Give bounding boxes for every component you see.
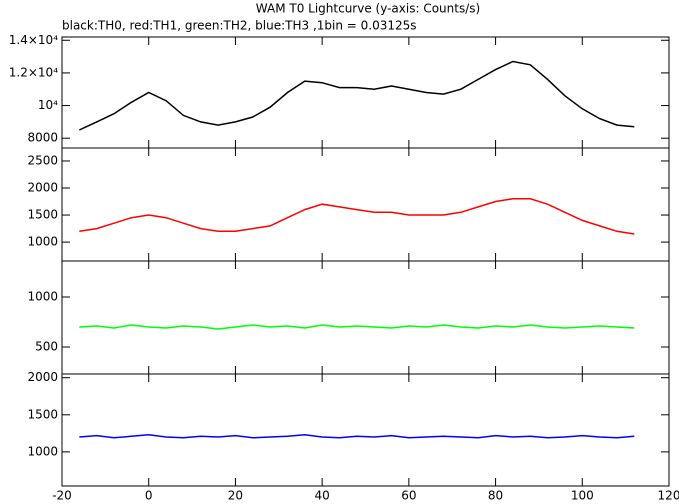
y-tick-label: 2000 — [27, 370, 58, 384]
y-tick-label: 1000 — [27, 290, 58, 304]
chart-subtitle: black:TH0, red:TH1, green:TH2, blue:TH3 … — [62, 19, 417, 33]
y-tick-label: 10⁴ — [38, 98, 58, 112]
x-tick-label: 100 — [571, 489, 594, 503]
x-tick-label: 120 — [658, 489, 679, 503]
y-tick-label: 1000 — [27, 235, 58, 249]
y-tick-label: 1.2×10⁴ — [9, 65, 58, 79]
x-tick-label: 60 — [401, 489, 416, 503]
x-tick-label: 40 — [315, 489, 330, 503]
y-tick-label: 8000 — [27, 131, 58, 145]
series-line — [79, 324, 635, 330]
x-tick-label: 20 — [228, 489, 243, 503]
plot-frame — [61, 36, 670, 149]
plot-frame — [61, 260, 670, 375]
x-tick-label: -20 — [52, 489, 72, 503]
plot-frame — [61, 147, 670, 262]
series-line — [78, 60, 635, 131]
y-tick-label: 2500 — [27, 153, 58, 167]
plot-frame — [61, 373, 670, 487]
y-tick-label: 1000 — [27, 444, 58, 458]
y-tick-label: 1.4×10⁴ — [9, 33, 58, 47]
chart-title: WAM T0 Lightcurve (y-axis: Counts/s) — [256, 2, 480, 16]
y-tick-label: 500 — [35, 340, 58, 354]
y-tick-label: 1500 — [27, 407, 58, 421]
x-tick-label: 80 — [488, 489, 503, 503]
series-line — [79, 434, 635, 439]
y-tick-label: 2000 — [27, 181, 58, 195]
x-tick-label: 0 — [145, 489, 153, 503]
series-line — [79, 198, 635, 235]
y-tick-label: 1500 — [27, 208, 58, 222]
